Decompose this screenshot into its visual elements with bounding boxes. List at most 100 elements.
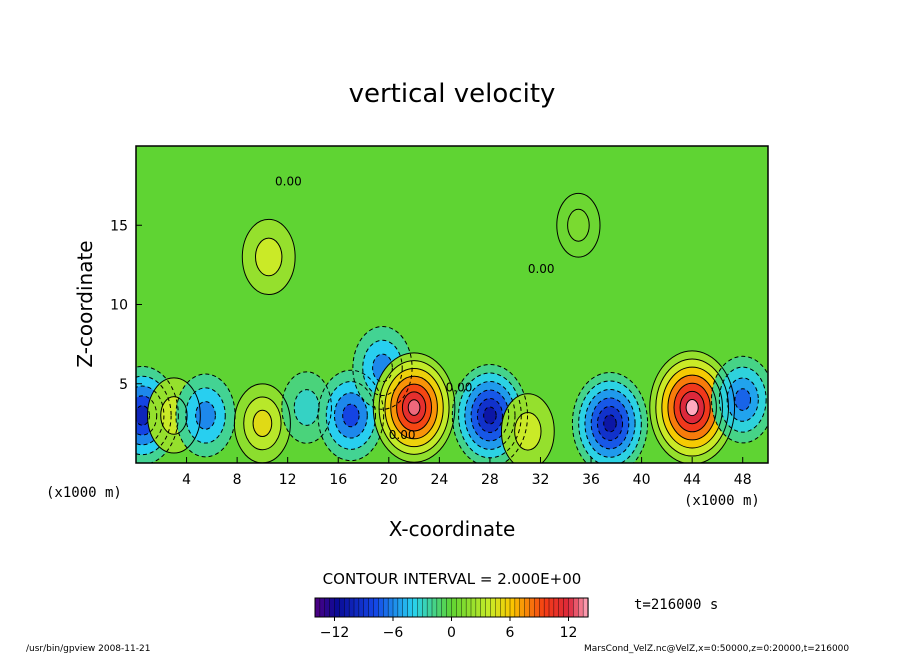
colorbar-swatch [490,597,496,618]
contour-value-label: 0.00 [528,262,555,276]
colorbar-swatch [363,597,370,618]
y-tick-label: 15 [110,218,128,234]
field-cell-7-level-6 [408,399,420,416]
y-axis-ticks: 5 10 15 [110,218,142,393]
contour-interval: CONTOUR INTERVAL = 2.000E+00 [323,570,582,588]
colorbar-swatch [431,597,438,618]
colorbar-swatch [329,597,336,618]
field-cell-12-level-3 [734,388,751,411]
x-tick-label: 36 [582,472,600,488]
colorbar-tick-label: −12 [320,625,350,641]
colorbar-swatch [519,597,526,618]
contour-line [378,360,450,455]
colorbar-swatch [500,597,506,618]
contour-line [136,395,158,436]
x-tick-label: 48 [734,472,752,488]
field-cell-14-level-1 [567,209,590,242]
colorbar-ticks: −12 −6 0 6 12 [320,617,577,641]
colorbar-swatch [573,597,579,618]
footer-left: /usr/bin/gpview 2008-11-21 [26,644,150,654]
contour-line [372,352,456,463]
contour-line [185,387,226,444]
colorbar-swatch [383,597,389,618]
colorbar-swatch [529,597,535,618]
colorbar-swatch [568,597,574,618]
colorbar-swatch [456,597,462,618]
colorbar-swatch [558,597,565,618]
x-tick-label: 12 [279,472,297,488]
x-tick-label: 32 [532,472,550,488]
x-tick-label: 40 [633,472,651,488]
colorbar-tick-label: −6 [383,625,404,641]
y-tick-label: 5 [119,377,128,393]
plot-area: 0.00 0.00 0.00 0.00 [135,145,769,464]
contour-line [195,401,216,430]
colorbar-swatch [446,597,453,618]
colorbar-swatch [480,597,487,618]
colorbar-swatch [412,597,418,618]
x-axis-ticks: 4 8 12 16 20 24 28 32 36 40 44 48 [182,457,752,488]
x-unit-right: (x1000 m) [684,493,760,509]
contour-line [711,355,768,444]
colorbar-swatch [509,597,516,618]
colorbar-swatch [514,597,521,618]
x-tick-label: 8 [233,472,242,488]
contour-line [396,383,433,432]
colorbar-swatch [348,597,355,618]
colorbar-swatch [436,597,443,618]
contour-line [243,396,282,451]
x-tick-label: 20 [380,472,398,488]
colorbar-swatch [344,597,350,618]
colorbar-swatch [451,597,457,618]
colorbar-swatch [461,597,467,618]
contour-line [147,377,201,454]
contour-value-label: 0.00 [389,428,416,442]
contour-line [136,385,165,446]
contour-line [661,366,723,449]
contour-line [649,350,736,463]
colorbar-swatch [470,597,477,618]
contour-line [567,208,590,242]
field-cell-8-level-5 [483,406,497,424]
field-cell-10-level-5 [603,414,617,432]
contour-line [255,237,283,277]
colorbar-swatch [324,597,331,618]
colorbar-swatch [475,597,482,618]
contour-value-label: 0.00 [446,381,473,395]
colorbar-swatch [387,597,394,618]
contour-line [464,381,516,450]
colorbar-swatch [548,597,555,618]
contour-line [734,388,752,411]
colorbar-swatch [334,597,340,618]
contour-line [476,397,503,433]
contour-line [252,409,273,438]
contour-line [136,365,179,463]
field-cell-5-level-3 [342,404,360,427]
colorbar-tick-label: 6 [506,625,515,641]
x-tick-label: 4 [182,472,191,488]
contour-line [718,366,767,433]
contour-line [325,381,376,450]
y-tick-label: 10 [110,298,128,314]
x-tick-label: 28 [481,472,499,488]
colorbar-swatch [504,597,511,618]
contour-line [281,371,332,444]
field-cell-11-level-6 [686,399,699,416]
contour-line [685,398,699,417]
colorbar-swatch [495,597,501,618]
contour-line [384,367,444,448]
contour-line [673,382,711,433]
x-tick-label: 16 [329,472,347,488]
contour-line [136,405,151,426]
contour-line [603,414,617,433]
colorbar [314,597,589,618]
colorbar-swatch [368,597,375,618]
contour-line [136,375,172,456]
colorbar-swatch [441,597,448,618]
x-tick-label: 44 [683,472,701,488]
field-cell-4-level-1 [294,389,320,426]
chart-title: vertical velocity [349,79,556,109]
contour-line [590,397,630,450]
contour-line [596,405,624,441]
colorbar-swatch [319,597,326,618]
